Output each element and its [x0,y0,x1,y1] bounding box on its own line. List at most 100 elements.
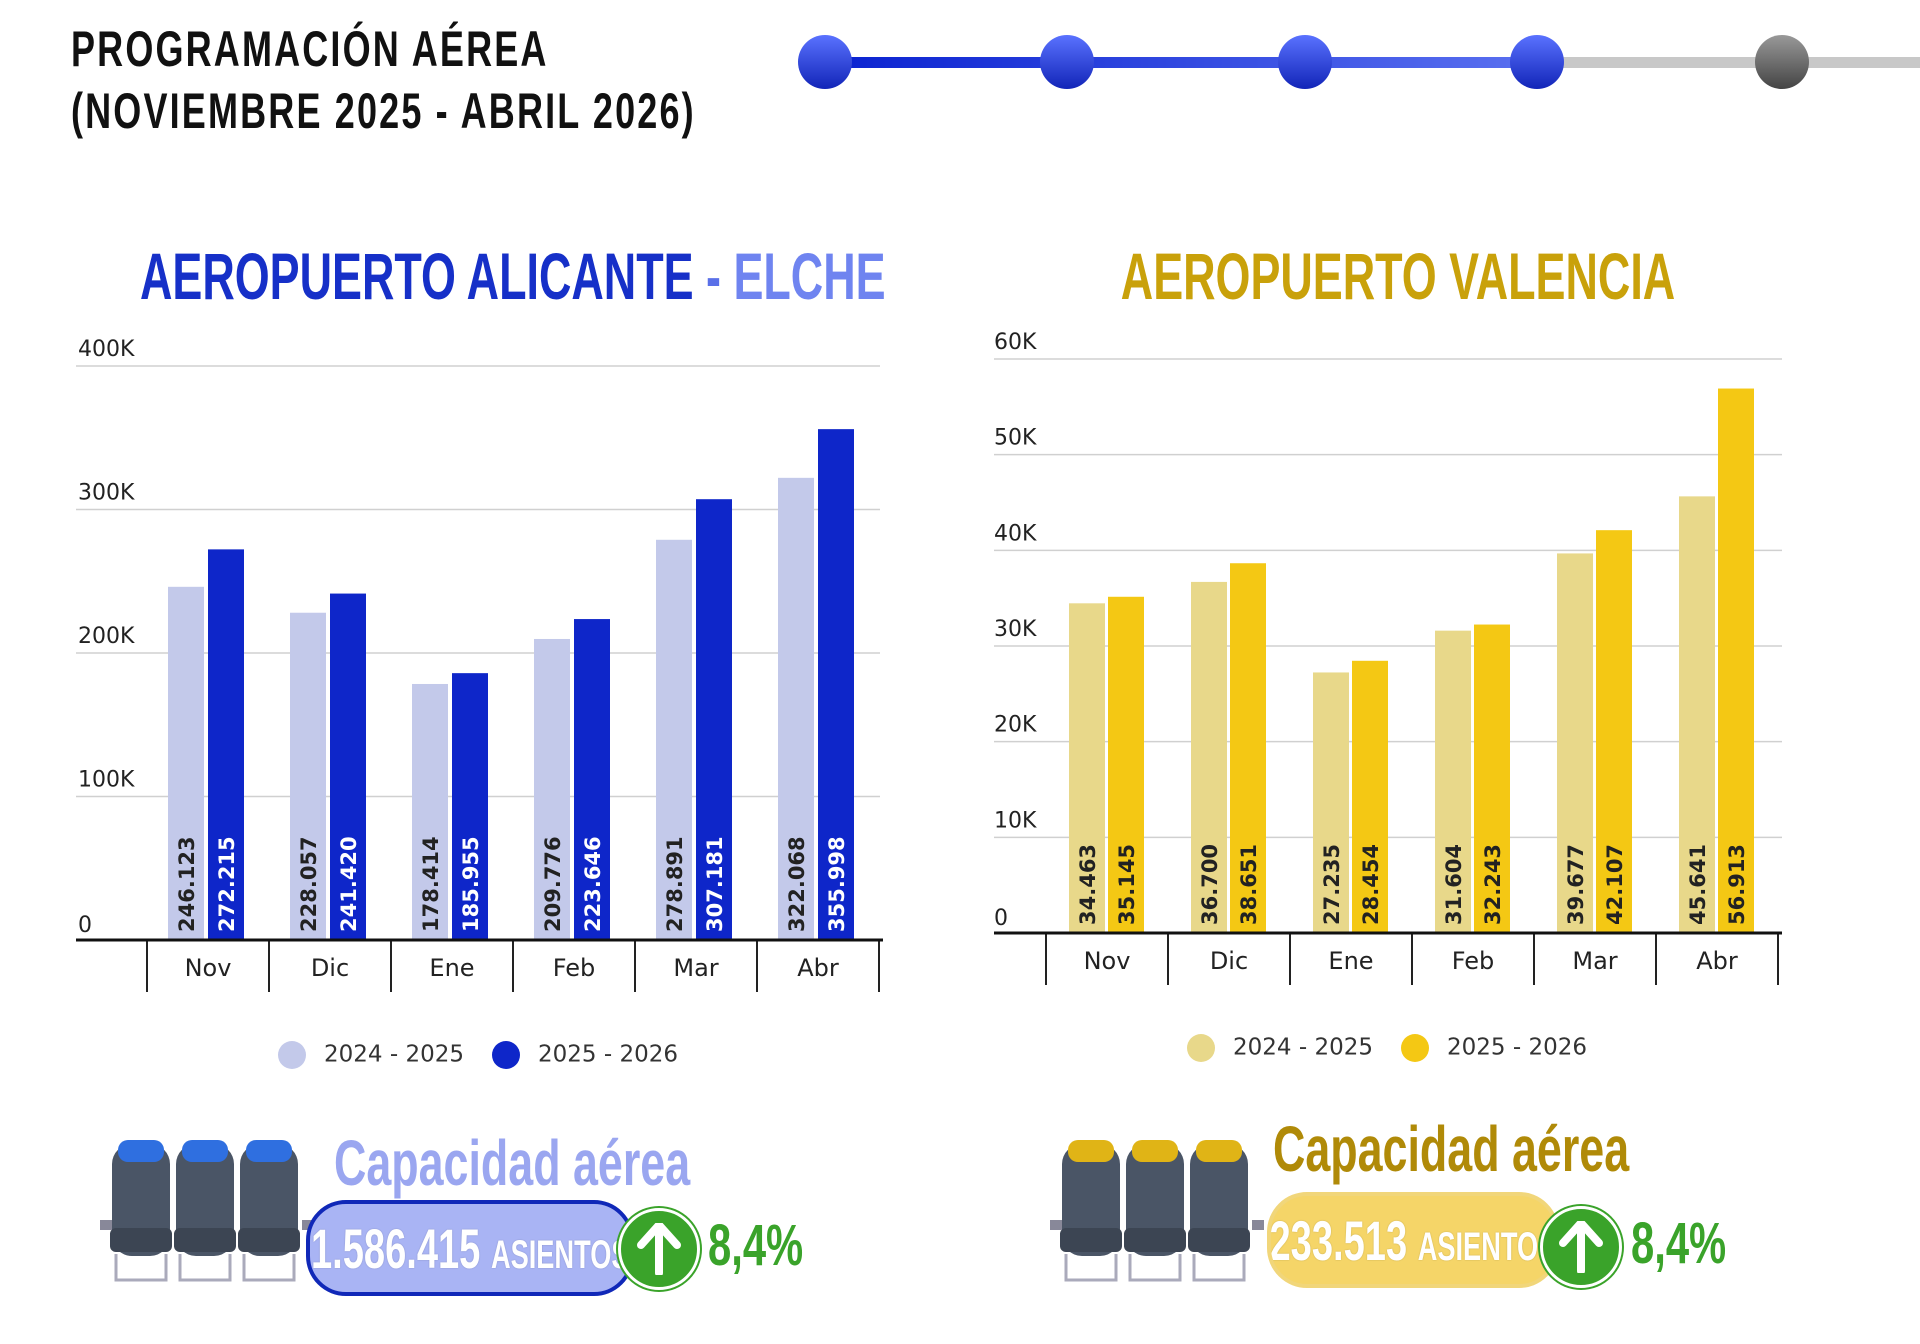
bar-value-label: 35.145 [1115,844,1139,925]
title-line-2: (NOVIEMBRE 2025 - ABRIL 2026) [71,83,696,139]
legend-swatch [278,1041,306,1069]
bar-2025-2026 [330,593,366,940]
legend-label: 2025 - 2026 [1447,1034,1587,1061]
seats-unit: ASIENTOS [1417,1224,1557,1269]
bar-2024-2025 [1557,553,1593,933]
bar-2025-2026 [1474,624,1510,933]
bar-2025-2026 [1230,563,1266,933]
bar-value-label: 31.604 [1442,844,1466,925]
bar-value-label: 307.181 [703,836,727,932]
bar-value-label: 28.454 [1359,844,1383,925]
bar-value-label: 56.913 [1725,844,1749,925]
y-tick-label: 300K [78,481,135,506]
bar-value-label: 185.955 [459,836,483,932]
bar-2024-2025 [1679,496,1715,933]
y-tick-label: 100K [78,768,135,793]
bar-2025-2026 [452,673,488,940]
bar-value-label: 38.651 [1237,844,1261,925]
title-line-1: PROGRAMACIÓN AÉREA [71,21,549,77]
bar-2025-2026 [696,499,732,940]
legend-label: 2025 - 2026 [538,1041,678,1068]
bar-value-label: 246.123 [175,836,199,932]
bar-value-label: 39.677 [1564,844,1588,925]
bar-2024-2025 [168,586,204,940]
bar-2024-2025 [1435,630,1471,933]
bar-value-label: 223.646 [581,836,605,932]
bar-value-label: 45.641 [1686,844,1710,925]
arrow-up-icon [618,1208,700,1290]
bar-2024-2025 [1191,581,1227,933]
legend-swatch [1401,1034,1429,1062]
x-tick-label: Nov [1084,947,1131,975]
legend-valencia: 2024 - 2025 2025 - 2026 [1187,1034,1587,1062]
progress-step-3 [1278,35,1332,89]
bar-2025-2026 [1352,660,1388,933]
capacity-change-valencia: 8,4% [1631,1211,1727,1276]
progress-line-done [825,57,1537,68]
bar-value-label: 228.057 [297,836,321,932]
bar-2024-2025 [1069,603,1105,933]
bar-value-label: 322.068 [785,836,809,932]
airplane-seats-icon [100,1140,314,1282]
bar-value-label: 355.998 [825,836,849,932]
bar-2024-2025 [656,539,692,940]
progress-step-1 [798,35,852,89]
x-tick-label: Mar [673,954,718,982]
y-tick-label: 20K [994,713,1037,738]
x-tick-label: Abr [1696,947,1738,975]
y-tick-label: 0 [78,913,92,938]
legend-label: 2024 - 2025 [324,1041,464,1068]
bar-2025-2026 [1596,530,1632,933]
progress-step-5 [1755,35,1809,89]
bar-2024-2025 [412,683,448,940]
legend-item: 2025 - 2026 [492,1041,678,1069]
progress-line-pending [1537,57,1920,68]
y-tick-label: 400K [78,337,135,362]
x-tick-label: Dic [1210,947,1248,975]
seats-count: 1.586.415 [310,1216,481,1280]
x-tick-label: Ene [429,954,474,982]
seats-unit: ASIENTOS [490,1232,630,1277]
legend-swatch [1187,1034,1215,1062]
seats-count: 233.513 [1269,1208,1408,1272]
bar-2025-2026 [208,549,244,940]
capacity-title-valencia: Capacidad aérea [1273,1113,1630,1185]
legend-alicante: 2024 - 2025 2025 - 2026 [278,1041,678,1069]
bar-2025-2026 [1108,596,1144,933]
legend-item: 2024 - 2025 [1187,1034,1373,1062]
capacity-pill-valencia: 233.513 ASIENTOS [1267,1192,1559,1288]
bar-value-label: 209.776 [541,836,565,932]
y-tick-label: 60K [994,330,1037,355]
chart-title-valencia: AEROPUERTO VALENCIA [1120,239,1676,313]
bar-2025-2026 [574,619,610,940]
y-tick-label: 10K [994,808,1037,833]
page-title: PROGRAMACIÓN AÉREA (NOVIEMBRE 2025 - ABR… [71,18,696,142]
legend-label: 2024 - 2025 [1233,1034,1373,1061]
y-tick-label: 40K [994,521,1037,546]
bar-value-label: 178.414 [419,836,443,932]
bar-2024-2025 [1313,672,1349,933]
chart-alicante: 0 100K 200K 300K 400K 246.123 272.215 Nov 228.05… [76,337,883,992]
bar-value-label: 34.463 [1076,844,1100,925]
progress-step-4 [1510,35,1564,89]
y-tick-label: 30K [994,617,1037,642]
progress-timeline [798,35,1920,89]
bar-2024-2025 [534,638,570,940]
arrow-up-icon [1540,1206,1622,1288]
bar-2025-2026 [818,429,854,940]
bar-value-label: 241.420 [337,836,361,932]
progress-step-2 [1040,35,1094,89]
airplane-seats-icon [1050,1140,1264,1282]
capacity-change-alicante: 8,4% [708,1213,804,1278]
bar-2024-2025 [778,477,814,940]
x-tick-label: Ene [1328,947,1373,975]
y-tick-label: 200K [78,624,135,649]
bar-value-label: 272.215 [215,836,239,932]
legend-swatch [492,1041,520,1069]
x-tick-label: Mar [1572,947,1617,975]
capacity-pill-alicante: 1.586.415 ASIENTOS [306,1200,634,1296]
capacity-title-alicante: Capacidad aérea [334,1127,691,1199]
bar-value-label: 36.700 [1198,844,1222,925]
legend-item: 2024 - 2025 [278,1041,464,1069]
chart-valencia: 0 10K 20K 30K 40K 50K 60K 34.463 35.145 Nov 36.700… [994,330,1782,985]
